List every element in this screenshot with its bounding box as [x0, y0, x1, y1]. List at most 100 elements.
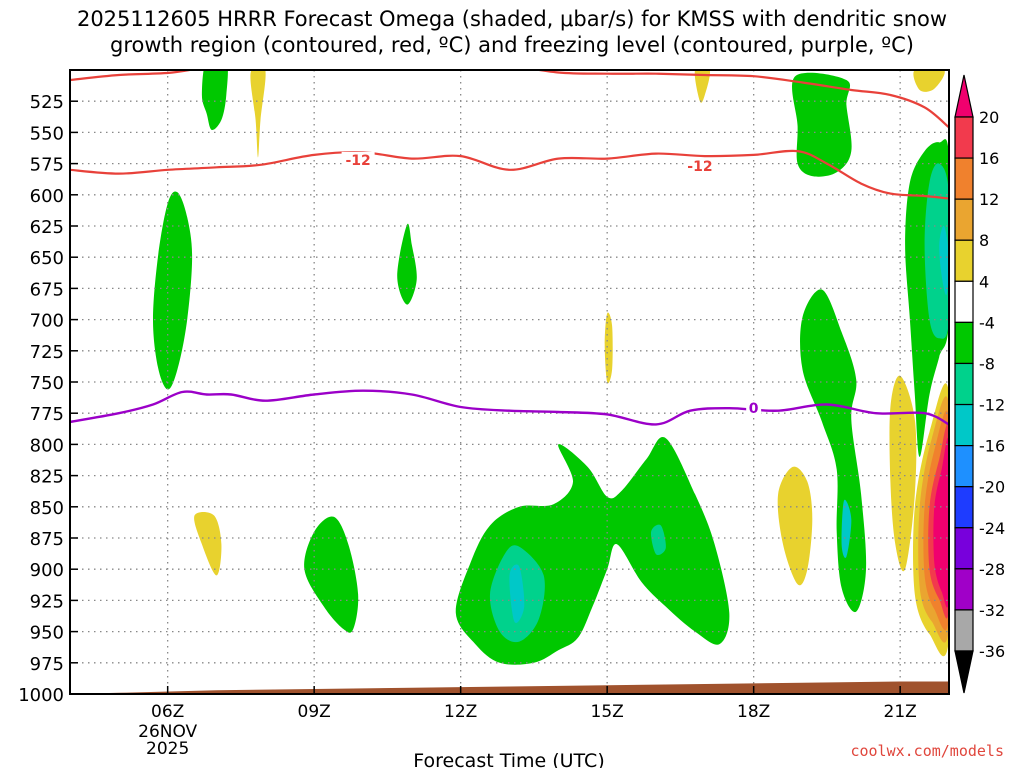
dgz-contour-lower [70, 149, 949, 200]
omega-region-2 [304, 516, 359, 633]
colorbar-bin-0 [954, 116, 974, 159]
chart-title: 2025112605 HRRR Forecast Omega (shaded, … [0, 6, 1024, 58]
omega-region-7 [650, 524, 666, 556]
colorbar-label-9: -20 [979, 478, 1005, 497]
colorbar-bin-1 [954, 157, 974, 200]
omega-region-0 [153, 191, 193, 390]
colorbar-label-13: -36 [979, 642, 1005, 661]
colorbar-bin-5 [954, 321, 974, 365]
colorbar-bin-9 [954, 486, 974, 529]
omega-region-12 [924, 163, 949, 339]
colorbar-label-6: -8 [979, 354, 995, 373]
omega-region-15 [250, 70, 266, 158]
colorbar-bin-11 [954, 568, 974, 611]
y-tick-label-1000: 1000 [18, 685, 64, 706]
omega-region-18 [694, 70, 711, 103]
colorbar-label-8: -16 [979, 437, 1005, 456]
omega-region-14 [913, 70, 945, 92]
y-tick-label-975: 975 [30, 654, 64, 675]
colorbar-label-0: 20 [979, 108, 999, 127]
dgz-contour-upper [70, 70, 949, 129]
colorbar-label-2: 12 [979, 190, 999, 209]
ground-terrain [70, 681, 949, 694]
colorbar-label-5: -4 [979, 313, 995, 332]
colorbar-label-7: -12 [979, 396, 1005, 415]
y-tick-label-875: 875 [30, 529, 64, 550]
colorbar-bin-6 [954, 362, 974, 406]
colorbar-bin-7 [954, 403, 974, 447]
contour-label-0: -12 [345, 153, 370, 169]
y-tick-label-800: 800 [30, 435, 64, 456]
y-tick-label-825: 825 [30, 467, 64, 488]
x-tick-label-15Z: 15Z [591, 702, 624, 722]
omega-region-20 [889, 375, 917, 572]
chart-title-line2: growth region (contoured, red, ºC) and f… [110, 33, 914, 57]
y-tick-label-625: 625 [30, 217, 64, 238]
y-tick-label-750: 750 [30, 373, 64, 394]
terrain-ground [70, 681, 949, 694]
contour-lines: -12 -12 0 [70, 70, 949, 426]
y-tick-label-850: 850 [30, 498, 64, 519]
omega-region-16 [194, 511, 222, 576]
contour-label-bg-2 [746, 400, 762, 417]
contour-label-bg-1 [683, 158, 717, 175]
colorbar: 20 16 12 8 4 -4 -8 -12 -16 -20 -24 -28 -32 -36 [954, 74, 1005, 694]
contour-label-1: -12 [687, 159, 712, 175]
colorbar-bin-12 [954, 609, 974, 652]
y-tick-label-725: 725 [30, 342, 64, 363]
y-tick-label-675: 675 [30, 279, 64, 300]
omega-region-10 [841, 499, 852, 558]
watermark: coolwx.com/models [850, 742, 1004, 760]
y-tick-label-650: 650 [30, 248, 64, 269]
y-tick-label-950: 950 [30, 623, 64, 644]
y-tick-label-700: 700 [30, 311, 64, 332]
y-tick-label-775: 775 [30, 404, 64, 425]
y-tick-label-600: 600 [30, 186, 64, 207]
x-tick-label-12Z: 12Z [444, 702, 477, 722]
colorbar-bin-2 [954, 198, 974, 241]
omega-shading [153, 70, 949, 665]
omega-region-17 [604, 312, 613, 384]
colorbar-label-3: 8 [979, 231, 989, 250]
colorbar-bottom-arrow [954, 650, 974, 694]
omega-region-9 [800, 289, 867, 613]
y-tick-label-925: 925 [30, 591, 64, 612]
y-tick-label-900: 900 [30, 560, 64, 581]
contour-label-bg-0 [341, 151, 375, 168]
colorbar-label-4: 4 [979, 272, 989, 291]
colorbar-label-10: -24 [979, 519, 1005, 538]
colorbar-bin-10 [954, 527, 974, 570]
y-axis: 525 550 575 600 625 650 675 700 725 750 775 800 825 8… [18, 92, 78, 706]
omega-region-3 [397, 223, 417, 305]
omega-region-4 [455, 437, 730, 665]
y-tick-label-525: 525 [30, 92, 64, 113]
chart-title-line1: 2025112605 HRRR Forecast Omega (shaded, … [76, 7, 948, 31]
colorbar-bin-8 [954, 445, 974, 488]
date-label-1: 2025 [146, 739, 189, 759]
colorbar-label-11: -28 [979, 560, 1005, 579]
colorbar-label-1: 16 [979, 149, 999, 168]
x-axis-label: Forecast Time (UTC) [413, 750, 604, 768]
omega-region-25 [933, 437, 949, 608]
omega-region-13 [939, 225, 949, 296]
colorbar-bin-4 [954, 280, 974, 323]
x-tick-label-06Z: 06Z [151, 702, 184, 722]
x-tick-label-18Z: 18Z [737, 702, 770, 722]
x-tick-label-21Z: 21Z [884, 702, 917, 722]
date-label-0: 26NOV [138, 722, 197, 742]
x-tick-label-09Z: 09Z [298, 702, 331, 722]
colorbar-label-12: -32 [979, 601, 1005, 620]
omega-region-6 [509, 564, 525, 623]
colorbar-top-arrow [954, 74, 974, 118]
colorbar-bin-3 [954, 239, 974, 282]
y-tick-label-575: 575 [30, 155, 64, 176]
omega-region-1 [201, 70, 228, 130]
freezing-level-contour [70, 389, 949, 426]
omega-region-19 [777, 466, 813, 586]
grid-lines [70, 70, 949, 694]
omega-region-8 [792, 72, 852, 177]
contour-label-2: 0 [749, 401, 759, 417]
y-tick-label-550: 550 [30, 123, 64, 144]
